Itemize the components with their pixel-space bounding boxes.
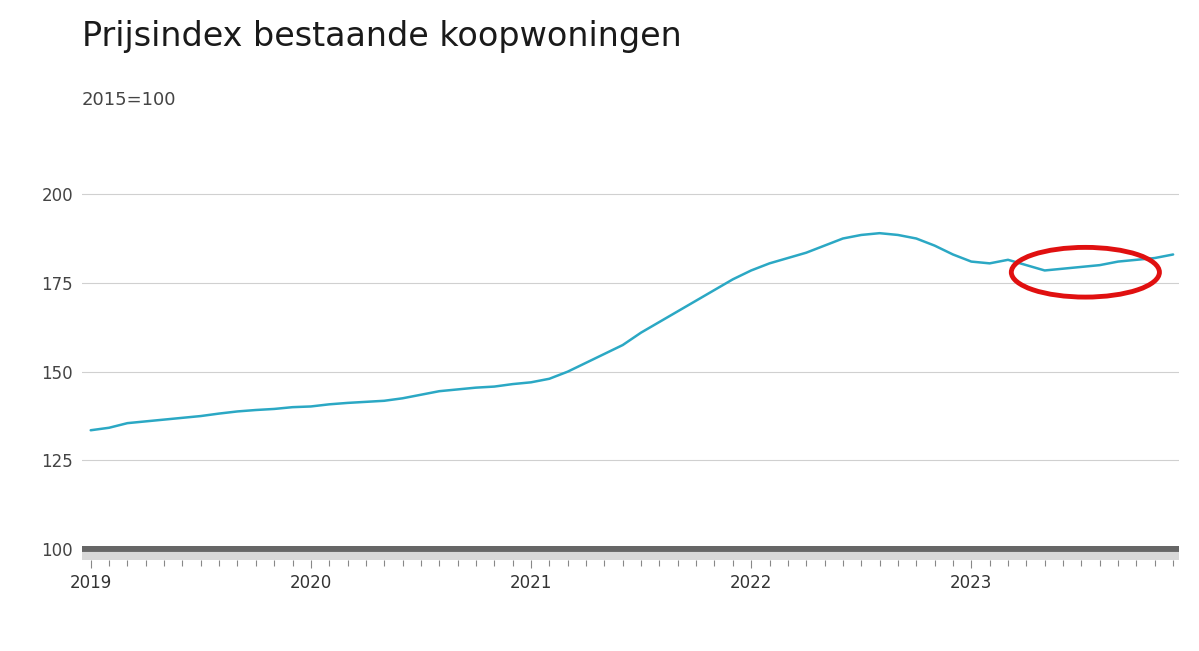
Bar: [82, 549, 1179, 560]
Text: 2015=100: 2015=100: [82, 91, 176, 109]
Bar: [82, 546, 1179, 549]
Text: Prijsindex bestaande koopwoningen: Prijsindex bestaande koopwoningen: [82, 20, 681, 53]
